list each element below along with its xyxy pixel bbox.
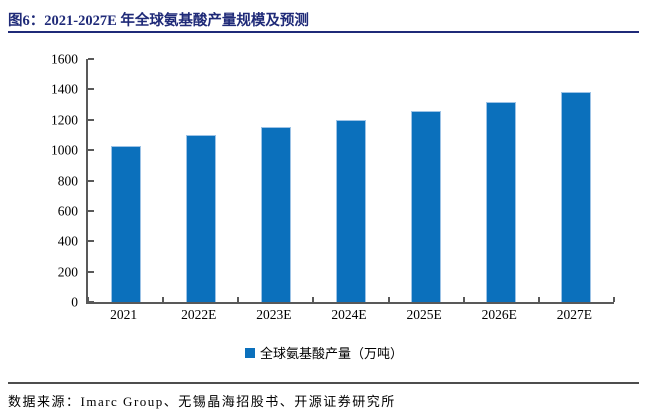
x-tick-label: 2022E bbox=[181, 307, 217, 322]
y-tick-mark bbox=[88, 149, 94, 152]
x-tick-mark bbox=[312, 297, 315, 302]
y-tick-label: 600 bbox=[57, 203, 78, 219]
bar-2026E bbox=[486, 101, 517, 302]
x-tick-mark bbox=[387, 297, 390, 302]
bar-2027E bbox=[561, 92, 592, 302]
y-tick-mark bbox=[88, 240, 94, 243]
x-tick-mark bbox=[462, 297, 465, 302]
chart-legend: 全球氨基酸产量（万吨） bbox=[0, 345, 648, 361]
y-tick-label: 400 bbox=[57, 233, 78, 249]
y-tick-mark bbox=[88, 270, 94, 273]
legend-swatch-icon bbox=[244, 348, 255, 358]
x-tick-label: 2026E bbox=[481, 307, 517, 322]
x-tick-label: 2024E bbox=[331, 307, 367, 322]
bar-2023E bbox=[260, 127, 291, 302]
x-tick-label: 2025E bbox=[406, 307, 442, 322]
bar-chart: 0 200 400 600 800 1000 1200 1400 1600 2021 2022E 2… bbox=[0, 52, 615, 326]
x-tick-mark bbox=[237, 297, 240, 302]
y-tick-label: 200 bbox=[57, 263, 78, 279]
legend-label: 全球氨基酸产量（万吨） bbox=[259, 345, 403, 361]
y-tick-label: 1600 bbox=[51, 51, 78, 67]
y-tick-mark bbox=[88, 58, 94, 60]
x-tick-mark bbox=[162, 297, 165, 302]
x-tick-label: 2021 bbox=[110, 307, 138, 322]
x-tick-mark bbox=[87, 297, 89, 302]
y-tick-mark bbox=[88, 118, 94, 121]
y-tick-label: 1000 bbox=[51, 142, 78, 158]
y-tick-mark bbox=[88, 301, 94, 303]
x-axis-labels: 2021 2022E 2023E 2024E 2025E 2026E 2027E bbox=[86, 308, 612, 326]
bar-2021 bbox=[110, 145, 141, 302]
y-axis: 0 200 400 600 800 1000 1200 1400 1600 bbox=[0, 52, 78, 308]
bar-2022E bbox=[185, 134, 216, 302]
x-tick-label: 2023E bbox=[256, 307, 292, 322]
x-tick-mark bbox=[613, 297, 615, 302]
plot-area bbox=[86, 58, 615, 304]
y-tick-label: 0 bbox=[71, 294, 78, 310]
figure-title: 图6：2021-2027E 年全球氨基酸产量规模及预测 bbox=[8, 13, 309, 29]
x-tick-mark bbox=[537, 297, 540, 302]
bar-2025E bbox=[411, 111, 442, 302]
title-underline bbox=[8, 31, 639, 33]
y-tick-label: 800 bbox=[57, 172, 78, 188]
x-tick-label: 2027E bbox=[556, 307, 593, 322]
y-tick-label: 1200 bbox=[51, 112, 78, 127]
data-source: 数据来源：Imarc Group、无锡晶海招股书、开源证券研究所 bbox=[8, 394, 396, 409]
bar-2024E bbox=[336, 119, 366, 302]
y-tick-mark bbox=[88, 88, 94, 91]
source-divider bbox=[8, 382, 639, 384]
y-tick-mark bbox=[88, 209, 94, 212]
y-tick-mark bbox=[88, 179, 94, 182]
y-tick-label: 1400 bbox=[51, 81, 78, 97]
